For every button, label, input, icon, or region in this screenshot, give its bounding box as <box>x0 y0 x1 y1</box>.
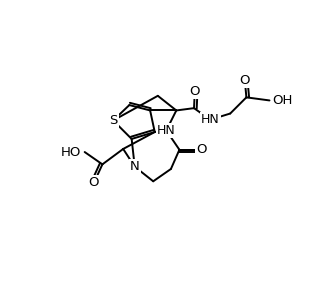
Text: N: N <box>130 160 139 173</box>
Text: O: O <box>89 176 99 189</box>
Text: HO: HO <box>61 145 82 159</box>
Text: S: S <box>109 114 117 127</box>
Text: HN: HN <box>157 124 176 137</box>
Text: O: O <box>240 74 250 87</box>
Text: O: O <box>190 85 200 98</box>
Text: HN: HN <box>201 113 219 126</box>
Text: OH: OH <box>273 94 293 107</box>
Text: O: O <box>197 143 207 156</box>
